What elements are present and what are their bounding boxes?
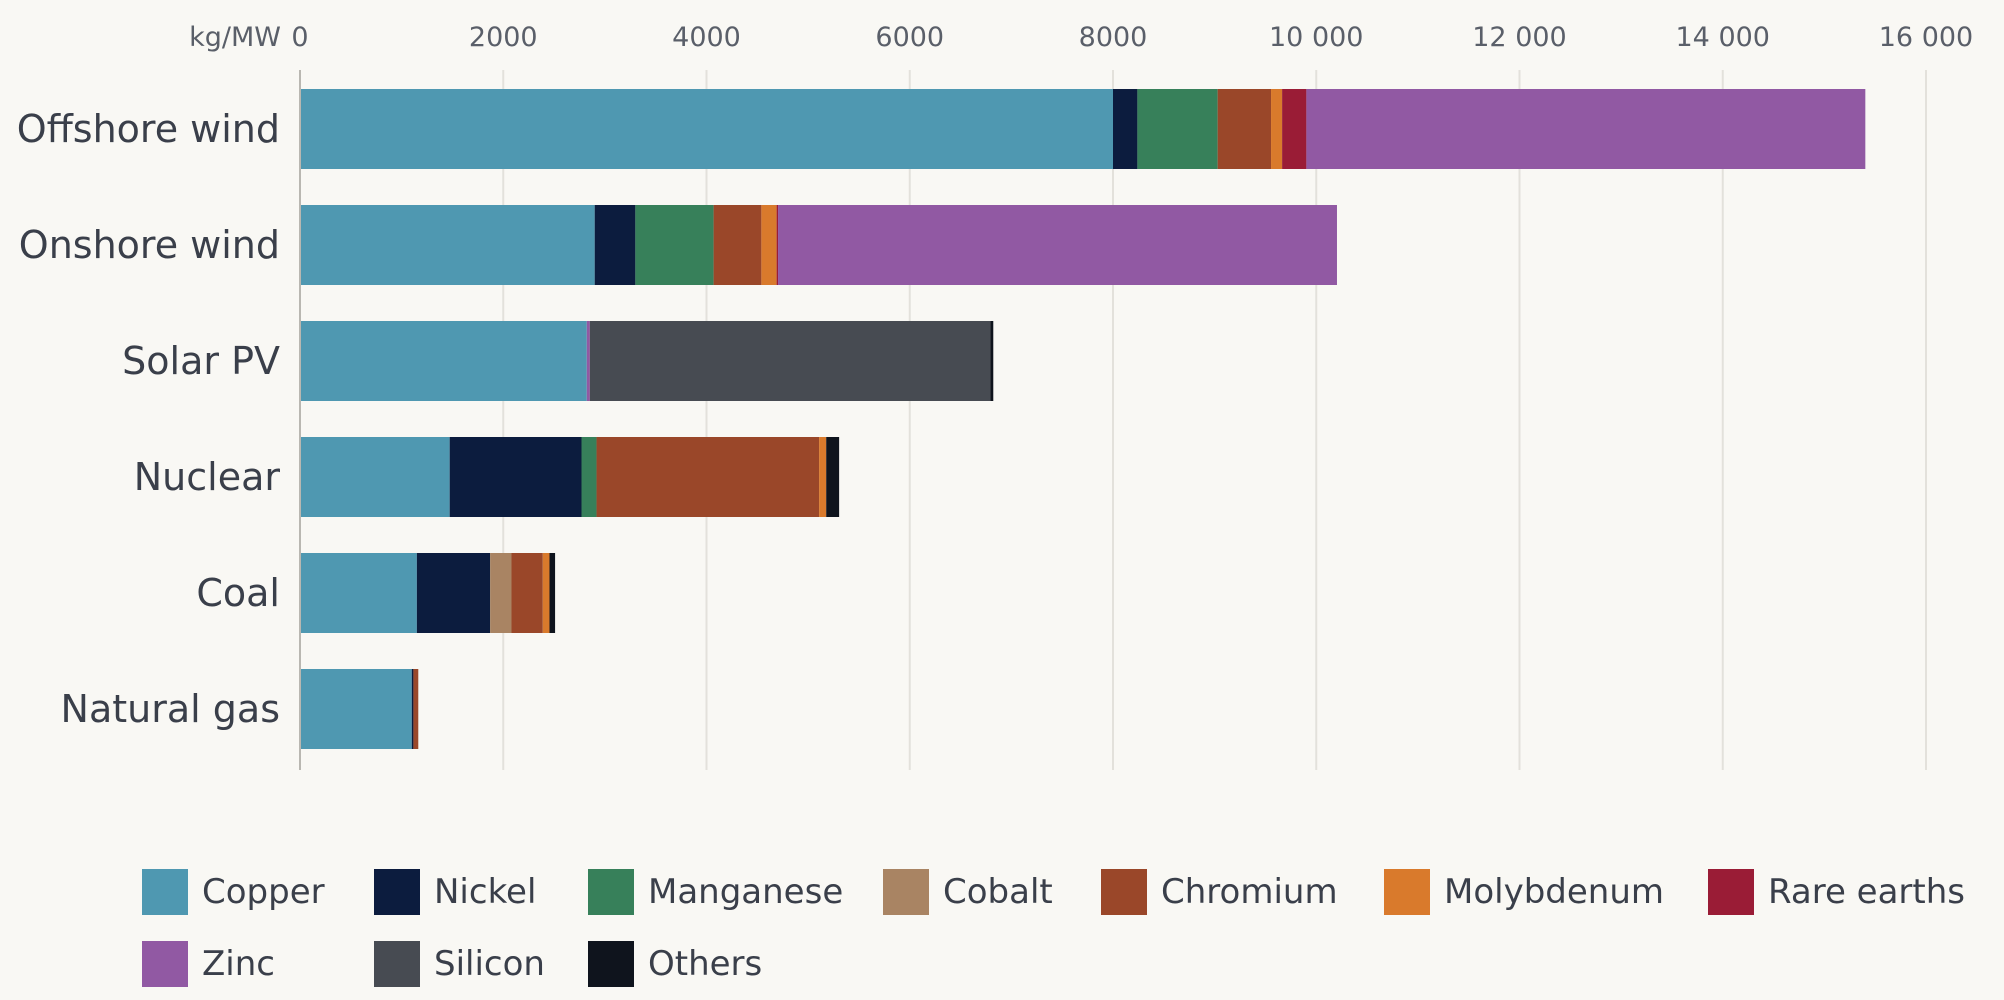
- legend-label-others: Others: [648, 944, 763, 984]
- legend-item-zinc: Zinc: [142, 941, 374, 987]
- bar-coal-copper: [300, 553, 417, 633]
- category-label-natural-gas: Natural gas: [61, 687, 280, 731]
- category-label-solar-pv: Solar PV: [122, 339, 280, 383]
- legend: Copper Nickel Manganese Cobalt Chromium …: [142, 856, 1982, 1000]
- legend-label-nickel: Nickel: [434, 872, 537, 912]
- legend-swatch-others: [588, 941, 634, 987]
- unit-label: kg/MW: [189, 22, 281, 53]
- legend-label-silicon: Silicon: [434, 944, 545, 984]
- legend-label-rare-earths: Rare earths: [1768, 872, 1965, 912]
- bar-coal-nickel: [416, 553, 491, 633]
- legend-swatch-chromium: [1101, 869, 1147, 915]
- gridlines: [502, 70, 1927, 770]
- bar-offshore-wind-zinc: [1306, 89, 1866, 169]
- bar-solar-pv-copper: [300, 321, 587, 401]
- x-tick-label-4000: 4000: [672, 22, 741, 53]
- legend-swatch-zinc: [142, 941, 188, 987]
- bar-nuclear-nickel: [449, 437, 582, 517]
- legend-swatch-rare-earths: [1708, 869, 1754, 915]
- legend-label-copper: Copper: [202, 872, 325, 912]
- bar-offshore-wind-chromium: [1217, 89, 1272, 169]
- legend-item-copper: Copper: [142, 869, 374, 915]
- x-tick-label-8000: 8000: [1079, 22, 1148, 53]
- bar-solar-pv-zinc: [586, 321, 590, 401]
- legend-swatch-silicon: [374, 941, 420, 987]
- x-tick-label-14000: 14 000: [1676, 22, 1770, 53]
- legend-item-silicon: Silicon: [374, 941, 588, 987]
- legend-swatch-copper: [142, 869, 188, 915]
- category-label-offshore-wind: Offshore wind: [17, 107, 280, 151]
- legend-swatch-manganese: [588, 869, 634, 915]
- category-label-nuclear: Nuclear: [134, 455, 281, 499]
- bar-onshore-wind-copper: [300, 205, 595, 285]
- legend-item-nickel: Nickel: [374, 869, 588, 915]
- bar-coal-chromium: [511, 553, 543, 633]
- bar-onshore-wind-nickel: [594, 205, 636, 285]
- legend-item-chromium: Chromium: [1101, 869, 1384, 915]
- bar-offshore-wind-rare-earths: [1282, 89, 1307, 169]
- bar-offshore-wind-copper: [300, 89, 1113, 169]
- x-tick-label-16000: 16 000: [1879, 22, 1973, 53]
- legend-item-rare-earths: Rare earths: [1708, 869, 1965, 915]
- legend-item-manganese: Manganese: [588, 869, 883, 915]
- stacked-bar-chart: 0 2000 4000 6000 8000 10 000 12 000 14 000 16 00…: [17, 22, 1973, 770]
- legend-swatch-cobalt: [883, 869, 929, 915]
- bar-offshore-wind-manganese: [1137, 89, 1218, 169]
- legend-label-molybdenum: Molybdenum: [1444, 872, 1665, 912]
- x-tick-label-6000: 6000: [875, 22, 944, 53]
- legend-swatch-molybdenum: [1384, 869, 1430, 915]
- legend-label-chromium: Chromium: [1161, 872, 1338, 912]
- legend-item-others: Others: [588, 941, 762, 987]
- x-tick-label-2000: 2000: [469, 22, 538, 53]
- bar-coal-molybdenum: [542, 553, 550, 633]
- legend-label-manganese: Manganese: [648, 872, 844, 912]
- x-tick-label-10000: 10 000: [1269, 22, 1363, 53]
- bar-natural-gas-nickel: [411, 669, 414, 749]
- category-label-coal: Coal: [196, 571, 280, 615]
- bar-onshore-wind-rare-earths: [776, 205, 779, 285]
- bar-coal-cobalt: [490, 553, 512, 633]
- bar-natural-gas-copper: [300, 669, 412, 749]
- bar-offshore-wind-molybdenum: [1271, 89, 1283, 169]
- legend-item-cobalt: Cobalt: [883, 869, 1101, 915]
- bar-nuclear-copper: [300, 437, 450, 517]
- bar-onshore-wind-molybdenum: [761, 205, 777, 285]
- legend-label-cobalt: Cobalt: [943, 872, 1053, 912]
- legend-item-molybdenum: Molybdenum: [1384, 869, 1708, 915]
- bar-nuclear-molybdenum: [819, 437, 827, 517]
- legend-row-1: Copper Nickel Manganese Cobalt Chromium …: [142, 856, 1982, 928]
- bar-nuclear-chromium: [596, 437, 820, 517]
- bar-onshore-wind-zinc: [778, 205, 1337, 285]
- bar-natural-gas-chromium: [413, 669, 419, 749]
- x-tick-label-0: 0: [291, 22, 308, 53]
- bar-nuclear-others: [826, 437, 840, 517]
- bar-nuclear-manganese: [581, 437, 597, 517]
- bar-offshore-wind-nickel: [1113, 89, 1138, 169]
- legend-row-2: Zinc Silicon Others: [142, 928, 1982, 1000]
- category-label-onshore-wind: Onshore wind: [19, 223, 280, 267]
- bar-solar-pv-others: [990, 321, 994, 401]
- bar-onshore-wind-manganese: [635, 205, 714, 285]
- legend-label-zinc: Zinc: [202, 944, 275, 984]
- x-tick-label-12000: 12 000: [1472, 22, 1566, 53]
- bar-coal-others: [549, 553, 556, 633]
- bars: [300, 89, 1866, 749]
- axes: 0 2000 4000 6000 8000 10 000 12 000 14 000 16 00…: [17, 22, 1973, 770]
- bar-solar-pv-silicon: [589, 321, 991, 401]
- legend-swatch-nickel: [374, 869, 420, 915]
- bar-onshore-wind-chromium: [713, 205, 762, 285]
